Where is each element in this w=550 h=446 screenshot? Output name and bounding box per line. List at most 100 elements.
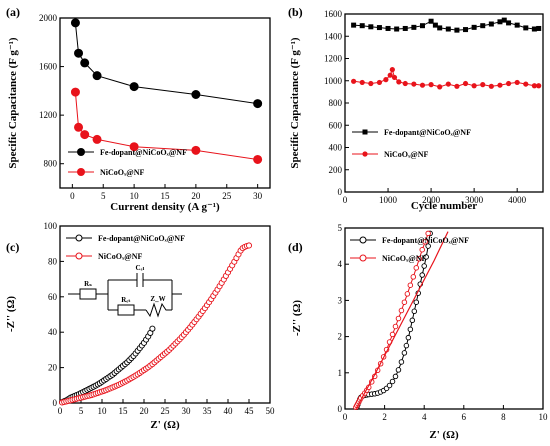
x-tick-label: 30 — [182, 406, 192, 416]
data-point — [413, 299, 420, 305]
legend-marker — [362, 129, 368, 135]
y-tick-label: 5 — [338, 223, 343, 233]
legend-label: NiCoOₓ@NF — [384, 150, 429, 159]
data-point — [80, 58, 90, 68]
data-point — [419, 246, 425, 253]
data-point — [404, 291, 411, 297]
circuit-label-rct: Rₑₜ — [121, 296, 131, 304]
y-tick-label: 100 — [44, 221, 58, 231]
y-tick-label: 1600 — [324, 9, 343, 19]
data-point — [245, 242, 253, 249]
data-point — [368, 24, 374, 30]
y-tick-label: 2 — [338, 332, 343, 342]
x-tick-label: 2 — [382, 412, 387, 422]
panel-a: 0 5 10 15 20 25 30 800 1200 1600 2000 Current densi… — [6, 5, 271, 213]
y-tick-label: 3 — [338, 295, 343, 305]
panel-b: 0 1000 2000 3000 4000 0 200 400 600 800 1000 1200 14… — [288, 5, 544, 212]
y-axis-label: -Z'' (Ω) — [291, 300, 303, 336]
data-point — [471, 24, 477, 30]
legend-label: NiCoOₓ@NF — [100, 168, 145, 177]
plot-frame — [59, 17, 271, 189]
x-tick-label: 50 — [266, 406, 276, 416]
warburg-element — [145, 302, 172, 318]
data-point — [80, 130, 90, 140]
data-point — [385, 25, 391, 31]
circuit-inset: Rₛ Cₑₗ Rₑₜ Z_W — [68, 264, 182, 318]
data-point — [523, 25, 529, 31]
legend-marker — [362, 151, 368, 157]
panel-d: 0 2 4 6 8 10 0 1 2 3 4 5 Z' (Ω) -Z'' (Ω) (d) Fe-dopant@… — [288, 223, 548, 441]
data-point — [383, 77, 389, 83]
circuit-label-zw: Z_W — [150, 295, 165, 303]
data-point — [536, 83, 542, 89]
data-point — [497, 19, 503, 25]
data-point — [454, 83, 460, 89]
x-tick-label: 2000 — [422, 195, 441, 205]
x-tick-label: 25 — [161, 406, 171, 416]
x-tick-label: 15 — [119, 406, 129, 416]
data-point — [253, 99, 263, 109]
data-point — [425, 230, 431, 237]
resistor-rct — [117, 304, 135, 316]
panel-label: (a) — [6, 5, 20, 19]
x-tick-label: 4 — [422, 412, 427, 422]
fit-line — [355, 231, 449, 410]
data-point — [129, 142, 139, 152]
data-point — [419, 272, 425, 278]
x-tick-label: 5 — [101, 191, 106, 201]
legend-label: Fe-dopant@NiCoOₓ@NF — [382, 236, 469, 245]
y-tick-label: 4 — [338, 259, 343, 269]
data-point — [454, 27, 460, 33]
legend-marker — [359, 254, 367, 262]
data-point — [407, 282, 414, 288]
legend-label: NiCoOₓ@NF — [382, 254, 427, 263]
y-tick-label: 2000 — [39, 13, 58, 23]
data-point — [395, 315, 402, 322]
data-point — [70, 18, 80, 28]
data-point — [402, 80, 408, 87]
data-point — [501, 17, 507, 23]
x-tick-label: 0 — [58, 406, 63, 416]
y-tick-label: 400 — [329, 143, 343, 153]
data-point — [92, 134, 102, 144]
data-point — [428, 18, 434, 24]
x-axis-label: Z' (Ω) — [429, 429, 459, 441]
legend-label: NiCoOₓ@NF — [98, 252, 143, 261]
data-point — [70, 87, 80, 97]
x-tick-label: 15 — [161, 191, 171, 201]
y-axis-label: Specific Capacitance (F g⁻¹) — [7, 37, 19, 169]
data-point — [497, 82, 503, 88]
y-tick-label: 1200 — [39, 110, 58, 120]
x-tick-label: 25 — [222, 191, 232, 201]
data-point — [394, 26, 400, 32]
data-point — [445, 26, 451, 32]
data-point — [401, 350, 408, 356]
data-point — [409, 317, 416, 324]
data-point — [389, 67, 395, 73]
y-tick-label: 80 — [48, 256, 58, 266]
data-point — [411, 308, 418, 315]
x-tick-label: 20 — [140, 406, 150, 416]
circuit-label-cdl: Cₑₗ — [136, 264, 145, 272]
y-tick-label: 1200 — [324, 54, 343, 64]
x-tick-label: 5 — [79, 406, 84, 416]
data-point — [488, 21, 494, 27]
resistor-rs — [79, 288, 97, 300]
data-point — [368, 80, 374, 87]
data-point — [411, 24, 417, 30]
data-point — [422, 239, 428, 245]
data-point — [463, 27, 469, 33]
data-point — [191, 90, 201, 99]
y-tick-label: 0 — [338, 187, 343, 197]
data-point — [401, 299, 408, 305]
data-point — [391, 74, 398, 81]
y-tick-label: 0 — [53, 398, 58, 408]
data-point — [389, 331, 396, 338]
data-point — [359, 23, 365, 29]
panel-c: 0 5 10 15 20 25 30 35 40 45 50 0 20 40 60 80 100 Z' (Ω) -Z… — [5, 221, 275, 431]
data-point — [480, 23, 486, 29]
y-tick-label: 800 — [329, 98, 343, 108]
data-point — [514, 22, 520, 28]
x-tick-label: 20 — [191, 191, 201, 201]
